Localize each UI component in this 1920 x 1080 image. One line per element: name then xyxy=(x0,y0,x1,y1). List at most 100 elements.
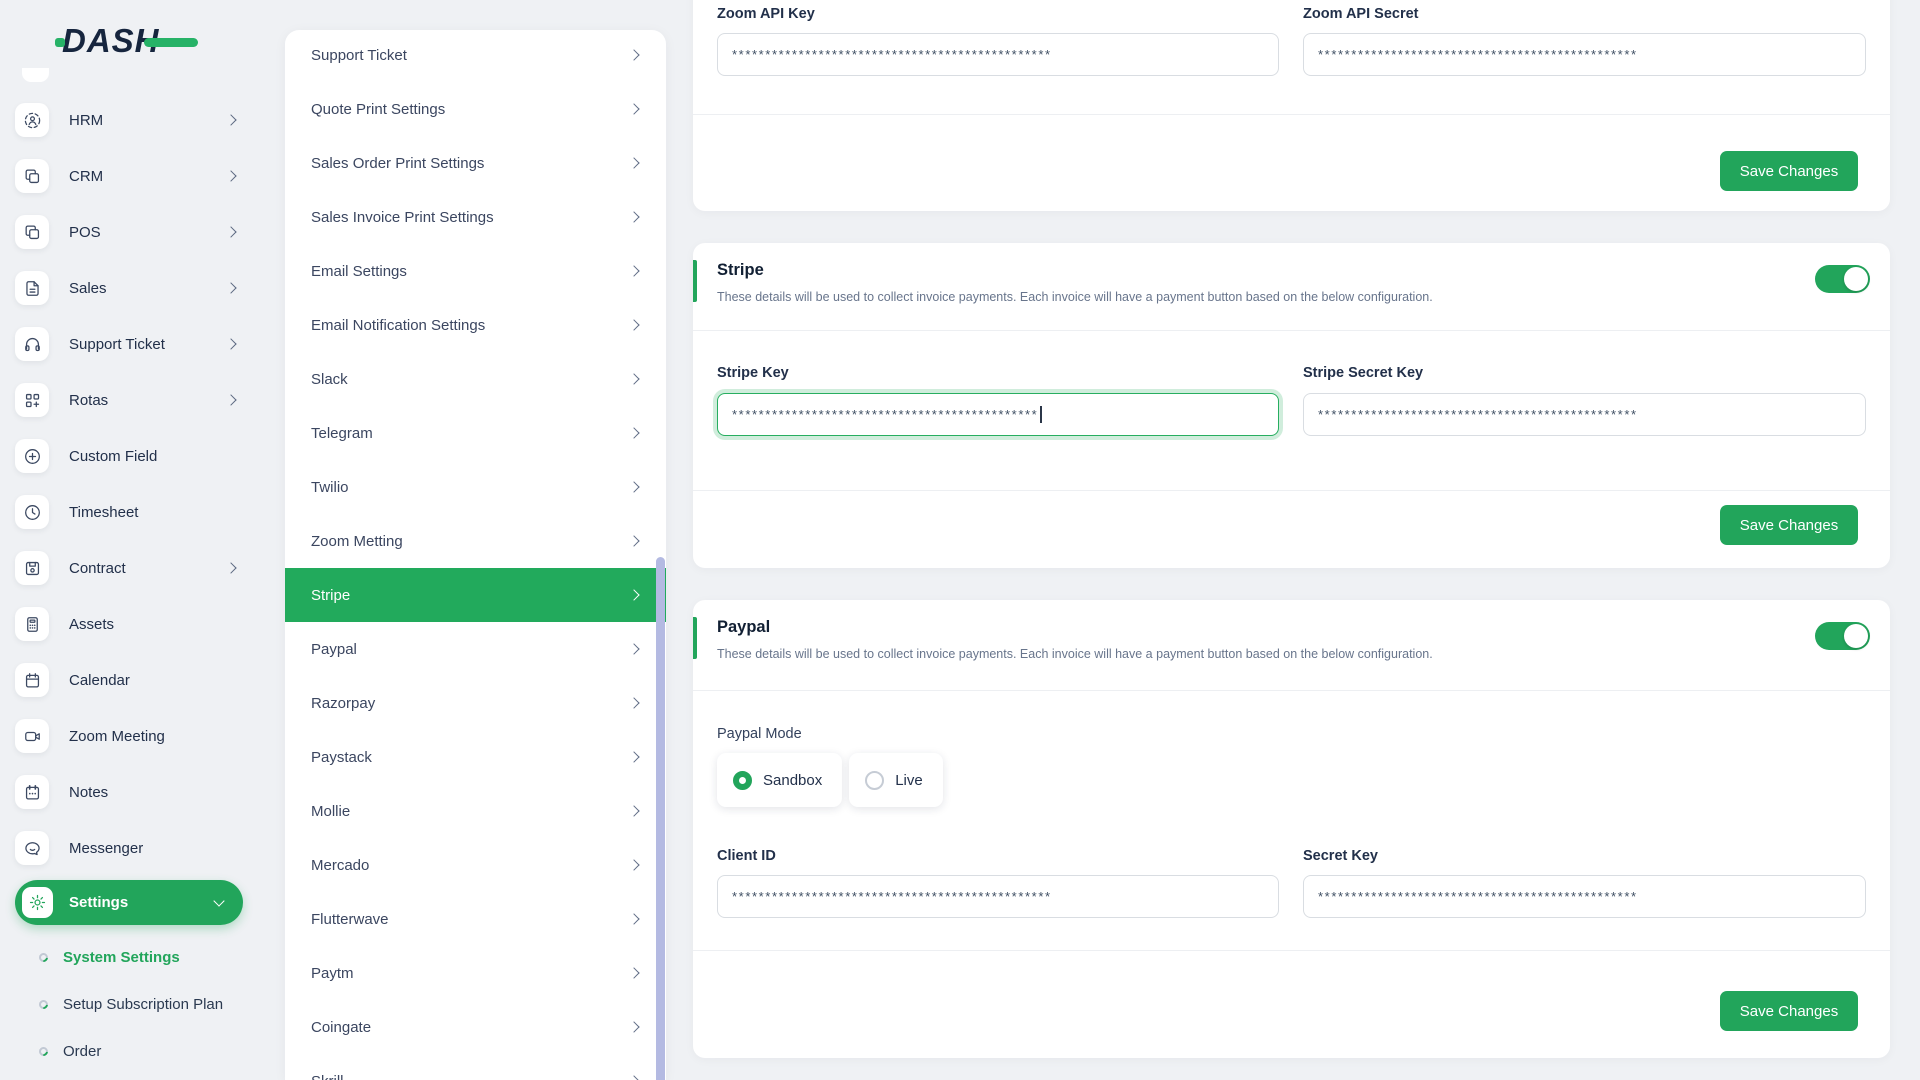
settings-panel-item-mollie[interactable]: Mollie xyxy=(285,784,666,838)
bullet-icon xyxy=(37,998,50,1011)
sidebar-item-label: CRM xyxy=(69,167,104,185)
paypal-settings-card: Paypal These details will be used to col… xyxy=(693,600,1890,1058)
sidebar-item-sales[interactable]: Sales xyxy=(15,260,243,316)
radio-selected-icon xyxy=(733,770,752,790)
paypal-mode-sandbox[interactable]: Sandbox xyxy=(717,753,843,807)
zoom-api-key-label: Zoom API Key xyxy=(717,6,815,22)
settings-panel-item-zoom-metting[interactable]: Zoom Metting xyxy=(285,514,666,568)
client-id-input[interactable]: ****************************************… xyxy=(717,875,1279,918)
brand-logo-dot xyxy=(55,38,65,47)
sidebar-item-support-ticket[interactable]: Support Ticket xyxy=(15,316,243,372)
settings-panel-item-twilio[interactable]: Twilio xyxy=(285,460,666,514)
settings-panel-item-paystack[interactable]: Paystack xyxy=(285,730,666,784)
settings-panel-item-sales-order-print-settings[interactable]: Sales Order Print Settings xyxy=(285,136,666,190)
zoom-api-secret-value: ****************************************… xyxy=(1318,47,1638,62)
brand-logo[interactable]: DASH xyxy=(55,22,202,64)
secret-key-input[interactable]: ****************************************… xyxy=(1303,875,1866,918)
sidebar-item-rotas[interactable]: Rotas xyxy=(15,372,243,428)
settings-panel-item-skrill[interactable]: Skrill xyxy=(285,1054,666,1080)
chevron-right-icon xyxy=(225,394,237,406)
settings-panel-item-label: Paytm xyxy=(311,964,354,982)
divider xyxy=(693,690,1890,691)
chevron-right-icon xyxy=(628,481,640,493)
radio-unselected-icon xyxy=(865,770,885,790)
stripe-secret-key-input[interactable]: ****************************************… xyxy=(1303,393,1866,436)
settings-submenu: System Settings Setup Subscription Plan Or… xyxy=(15,934,243,1075)
sidebar-item-label: Zoom Meeting xyxy=(69,727,165,745)
settings-panel-item-flutterwave[interactable]: Flutterwave xyxy=(285,892,666,946)
sidebar-item-contract[interactable]: Contract xyxy=(15,540,243,596)
submenu-item-system-settings[interactable]: System Settings xyxy=(15,934,243,981)
stripe-key-input[interactable]: ****************************************… xyxy=(717,393,1279,436)
calendar-icon xyxy=(15,663,49,697)
sidebar-item-label: Messenger xyxy=(69,839,144,857)
settings-panel-list: Support Ticket Quote Print Settings Sales … xyxy=(285,30,666,1080)
settings-panel-item-label: Flutterwave xyxy=(311,910,389,928)
chevron-right-icon xyxy=(225,226,237,238)
chevron-right-icon xyxy=(628,1021,640,1033)
settings-panel-item-label: Stripe xyxy=(311,586,351,604)
chevron-right-icon xyxy=(628,967,640,979)
settings-panel-item-label: Sales Order Print Settings xyxy=(311,154,485,172)
settings-panel-item-quote-print-settings[interactable]: Quote Print Settings xyxy=(285,82,666,136)
zoom-meeting-icon xyxy=(15,719,49,753)
sidebar-item-settings[interactable]: Settings xyxy=(15,880,243,925)
sidebar-item-label: Custom Field xyxy=(69,447,158,465)
stripe-enable-toggle[interactable] xyxy=(1815,265,1870,293)
panel-scrollbar-thumb[interactable] xyxy=(656,557,665,1080)
sidebar-item-messenger[interactable]: Messenger xyxy=(15,820,243,876)
settings-panel-item-paypal[interactable]: Paypal xyxy=(285,622,666,676)
chevron-down-icon xyxy=(213,894,225,907)
chevron-right-icon xyxy=(628,859,640,871)
sidebar-item-crm[interactable]: CRM xyxy=(15,148,243,204)
sidebar-item-pos[interactable]: POS xyxy=(15,204,243,260)
save-changes-button[interactable]: Save Changes xyxy=(1720,505,1858,545)
sidebar-item-calendar[interactable]: Calendar xyxy=(15,652,243,708)
assets-icon xyxy=(15,607,49,641)
zoom-api-secret-input[interactable]: ****************************************… xyxy=(1303,33,1866,76)
paypal-enable-toggle[interactable] xyxy=(1815,622,1870,650)
settings-panel-item-label: Zoom Metting xyxy=(311,532,403,550)
mode-option-label: Sandbox xyxy=(763,771,823,789)
settings-panel-item-slack[interactable]: Slack xyxy=(285,352,666,406)
settings-panel-item-coingate[interactable]: Coingate xyxy=(285,1000,666,1054)
chevron-right-icon xyxy=(628,265,640,277)
settings-panel-item-support-ticket[interactable]: Support Ticket xyxy=(285,30,666,82)
settings-panel-item-mercado[interactable]: Mercado xyxy=(285,838,666,892)
chevron-right-icon xyxy=(628,427,640,439)
divider xyxy=(693,330,1890,331)
settings-panel-item-email-settings[interactable]: Email Settings xyxy=(285,244,666,298)
settings-panel-item-label: Twilio xyxy=(311,478,349,496)
support-ticket-icon xyxy=(15,327,49,361)
save-changes-button[interactable]: Save Changes xyxy=(1720,151,1858,191)
chevron-right-icon xyxy=(628,211,640,223)
divider xyxy=(693,490,1890,491)
chevron-right-icon xyxy=(628,319,640,331)
sidebar-item-notes[interactable]: Notes xyxy=(15,764,243,820)
hrm-icon xyxy=(15,103,49,137)
settings-panel-item-label: Coingate xyxy=(311,1018,372,1036)
chevron-right-icon xyxy=(628,805,640,817)
settings-panel-item-label: Skrill xyxy=(311,1073,344,1080)
settings-panel-item-sales-invoice-print-settings[interactable]: Sales Invoice Print Settings xyxy=(285,190,666,244)
zoom-api-key-input[interactable]: ****************************************… xyxy=(717,33,1279,76)
submenu-item-setup-subscription-plan[interactable]: Setup Subscription Plan xyxy=(15,981,243,1028)
settings-panel-item-email-notification-settings[interactable]: Email Notification Settings xyxy=(285,298,666,352)
settings-panel-item-telegram[interactable]: Telegram xyxy=(285,406,666,460)
chevron-right-icon xyxy=(628,49,640,61)
settings-panel-item-paytm[interactable]: Paytm xyxy=(285,946,666,1000)
paypal-mode-live[interactable]: Live xyxy=(849,753,943,807)
sidebar-item-custom-field[interactable]: Custom Field xyxy=(15,428,243,484)
chevron-right-icon xyxy=(628,751,640,763)
settings-panel-item-razorpay[interactable]: Razorpay xyxy=(285,676,666,730)
submenu-item-order[interactable]: Order xyxy=(15,1028,243,1075)
sidebar-item-zoom-meeting[interactable]: Zoom Meeting xyxy=(15,708,243,764)
settings-panel-item-stripe[interactable]: Stripe xyxy=(285,568,666,622)
sidebar-item-hrm[interactable]: HRM xyxy=(15,92,243,148)
sidebar-item-label: Sales xyxy=(69,279,107,297)
sidebar-item-assets[interactable]: Assets xyxy=(15,596,243,652)
notes-icon xyxy=(15,775,49,809)
sidebar-item-timesheet[interactable]: Timesheet xyxy=(15,484,243,540)
zoom-settings-card: Zoom API Key ***************************… xyxy=(693,0,1890,211)
save-changes-button[interactable]: Save Changes xyxy=(1720,991,1858,1031)
